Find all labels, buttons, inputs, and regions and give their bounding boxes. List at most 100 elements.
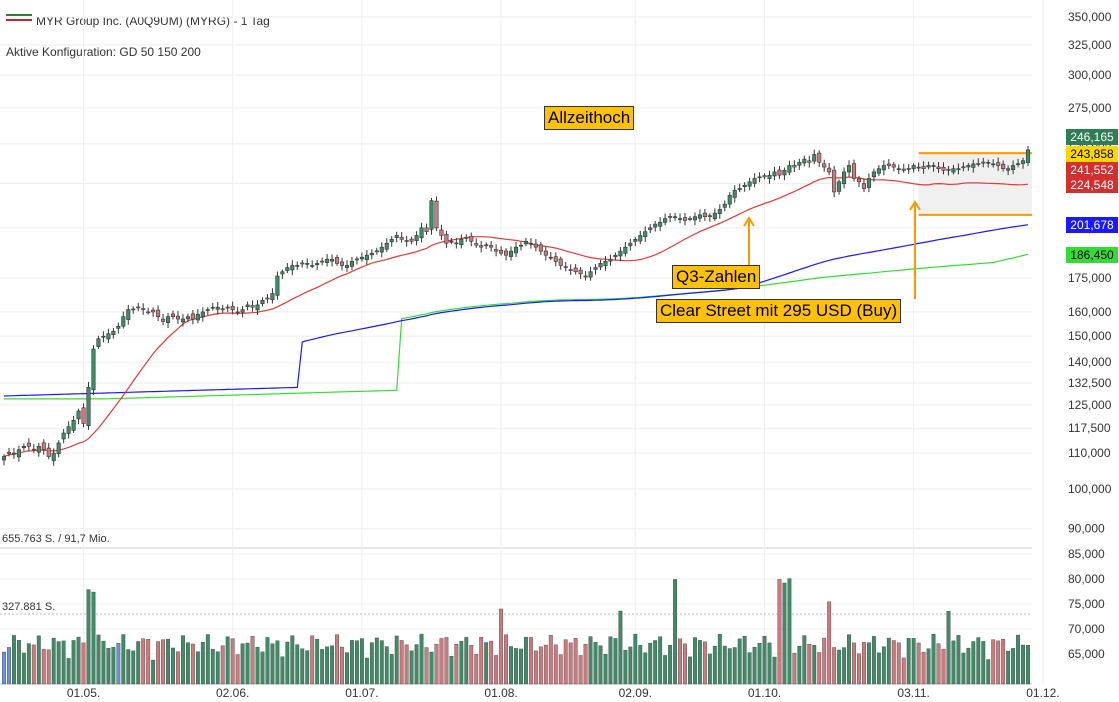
candle-body	[280, 271, 285, 275]
candle-body	[474, 243, 479, 246]
candle-body	[856, 178, 862, 183]
candle	[523, 237, 528, 247]
volume-bar	[171, 647, 175, 685]
candle	[131, 306, 136, 314]
candle	[479, 241, 484, 253]
candle-body	[981, 161, 986, 164]
candle-body	[712, 212, 717, 220]
candle	[146, 307, 151, 315]
y-tick-label: 117,500	[1068, 421, 1111, 435]
candle-body	[51, 452, 56, 461]
candle-body	[777, 169, 782, 176]
volume-bar	[220, 645, 225, 685]
annotation-clear-street: Clear Street mit 295 USD (Buy)	[656, 299, 902, 323]
volume-bar	[618, 610, 623, 685]
candle	[275, 271, 280, 300]
volume-bar	[185, 642, 190, 685]
y-tick-label: 125,000	[1068, 398, 1112, 412]
candle	[777, 165, 782, 179]
volume-bar	[205, 634, 210, 685]
candle-body	[837, 181, 842, 192]
candle-body	[742, 184, 747, 187]
candle	[190, 310, 195, 325]
candle-body	[6, 452, 12, 454]
candle-body	[439, 229, 444, 236]
candle-body	[568, 269, 573, 271]
candle-body	[210, 306, 215, 309]
volume-bar	[732, 647, 737, 685]
candle	[444, 230, 449, 249]
candle-body	[1016, 163, 1021, 165]
volume-bar	[707, 653, 712, 685]
volume-bar	[250, 636, 255, 685]
candle-body	[66, 426, 71, 434]
candle	[991, 159, 996, 168]
volume-bar	[325, 646, 330, 685]
volume-bar	[305, 650, 310, 685]
candle	[608, 254, 613, 266]
candle	[797, 158, 802, 170]
candle	[166, 312, 171, 329]
candle-body	[658, 221, 663, 227]
candle-body	[270, 293, 275, 301]
candle	[454, 237, 459, 249]
volume-bar	[792, 652, 797, 685]
candle	[26, 438, 31, 452]
volume-bar	[300, 648, 305, 685]
candle	[56, 440, 61, 458]
candle-body	[146, 311, 151, 314]
volume-bar	[996, 640, 1001, 685]
volume-bar	[31, 644, 36, 685]
volume-bar	[195, 651, 200, 685]
candle-body	[255, 304, 260, 311]
candle-body	[11, 452, 16, 455]
candle	[568, 264, 573, 275]
x-tick-label: 03.11.	[897, 686, 929, 700]
candle-body	[16, 449, 21, 458]
volume-bar	[1011, 648, 1016, 685]
candle	[404, 235, 409, 247]
config-label: Aktive Konfiguration: GD 50 150 200	[6, 45, 201, 59]
volume-bar	[633, 633, 638, 685]
candle-body	[285, 267, 290, 271]
volume-bar	[86, 589, 91, 685]
candle	[976, 158, 981, 167]
volume-bar	[434, 644, 439, 685]
volume-bar	[519, 648, 523, 685]
volume-bar	[439, 638, 444, 685]
candle-body	[354, 258, 359, 261]
candle	[1020, 157, 1026, 169]
candle	[1016, 158, 1021, 168]
candle	[499, 246, 504, 256]
candle	[678, 213, 683, 224]
volume-bar	[727, 648, 732, 685]
candle	[598, 259, 603, 271]
candle	[330, 254, 335, 267]
candle	[638, 230, 643, 245]
candle	[185, 313, 190, 323]
candle	[126, 304, 131, 325]
candle-body	[76, 410, 81, 420]
candle	[384, 238, 389, 253]
candle	[727, 192, 732, 209]
candle-body	[896, 168, 901, 170]
candle-body	[414, 235, 419, 241]
candle	[195, 309, 200, 324]
volume-bar	[81, 642, 86, 685]
candle-body	[36, 446, 41, 453]
candle-body	[230, 306, 235, 310]
volume-bar	[26, 643, 31, 685]
volume-bar	[857, 653, 861, 685]
volume-bar	[628, 646, 633, 685]
candle	[842, 167, 847, 189]
candle	[762, 173, 767, 180]
volume-bar	[553, 644, 558, 685]
volume-bar	[966, 647, 971, 685]
candle	[310, 260, 315, 269]
volume-bar	[563, 639, 568, 685]
candle-body	[220, 308, 225, 311]
candle-body	[46, 447, 51, 457]
volume-bar	[449, 656, 454, 685]
candle	[36, 442, 41, 457]
candle-body	[399, 236, 404, 240]
